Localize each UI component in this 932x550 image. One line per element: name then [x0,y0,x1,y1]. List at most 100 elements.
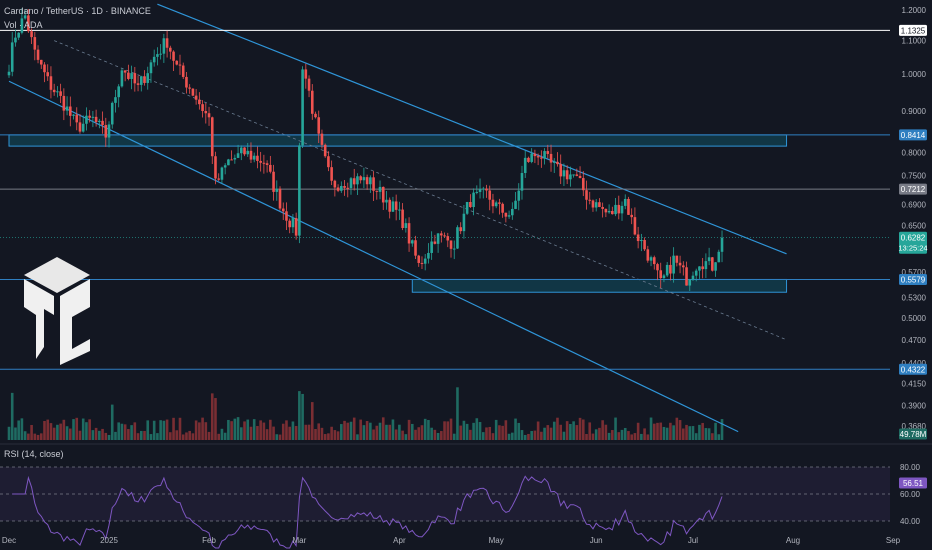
candle-body [327,156,330,168]
candle-body [346,187,350,189]
candle-body [533,153,537,157]
candle-body [117,86,120,98]
volume-bar [223,432,227,440]
candle-body [278,188,282,209]
volume-bar [640,433,643,440]
time-tick-label: Sep [886,536,901,545]
volume-bar [201,417,204,440]
volume-bar [372,429,375,440]
candle-body [110,102,114,125]
candle-body [178,64,182,66]
volume-bar [143,430,146,440]
candle-body [159,53,162,55]
time-tick-label: 2025 [100,536,118,545]
candle-body [443,235,446,237]
candle-body [30,31,33,38]
volume-bar [649,417,653,440]
candle-body [549,153,553,163]
volume-bar [65,426,69,440]
price-tick-label: 0.4150 [902,380,927,389]
candle-body [720,237,724,252]
candle-body [420,262,424,264]
candle-body [575,174,579,176]
brand-logo-icon [24,257,90,365]
candle-body [494,202,498,207]
volume-bar [459,425,462,440]
volume-bar [488,426,492,440]
candle-body [436,233,440,244]
volume-bar [217,433,221,440]
volume-bar [665,427,669,440]
candle-body [78,122,82,132]
volume-bar [362,425,366,440]
candle-body [540,157,543,159]
time-tick-label: Jun [590,536,603,545]
volume-bar [688,426,692,440]
volume-bar [543,427,546,440]
volume-bar [682,428,685,440]
volume-bar [588,422,592,440]
candle-body [536,156,540,158]
volume-bar [259,420,262,440]
candle-body [220,167,224,180]
candle-body [369,177,372,185]
volume-bar [294,426,298,440]
level-tag-1: 0.8414 [901,131,926,140]
candle-body [169,47,172,52]
candle-body [336,187,340,191]
candle-body [175,60,179,65]
candle-body [275,188,279,192]
volume-bar [636,422,640,440]
candle-body [678,262,682,266]
volume-bar [585,434,588,440]
volume-bar [427,420,430,440]
candle-body [633,217,637,235]
volume-bar [101,428,104,440]
volume-bar [123,424,127,440]
volume-bar [594,429,598,440]
volume-bar [452,433,456,440]
price-tick-label: 0.5000 [902,314,927,323]
candle-body [14,37,17,43]
candle-body [620,205,624,214]
volume-bar [10,392,14,440]
volume-bar [72,419,75,440]
volume-bar [165,419,169,440]
candle-body [59,91,62,96]
volume-bar [720,419,724,440]
volume-bar [678,420,682,440]
candle-body [475,191,479,193]
candle-body [417,255,421,263]
volume-bar [498,425,501,440]
volume-bar [669,422,672,440]
candle-body [243,147,246,155]
candle-body [498,202,501,204]
candle-body [75,114,79,123]
candle-body [249,150,253,160]
candle-body [523,157,527,174]
volume-bar [262,422,266,440]
candle-body [52,89,56,93]
candle-body [210,117,214,157]
volume-bar [214,398,217,440]
volume-bar [443,421,446,440]
volume-bar [423,418,427,440]
volume-bar [91,430,95,440]
candle-body [662,275,666,279]
volume-bar [601,420,604,440]
time-tick-label: Feb [202,536,216,545]
volume-bar [227,419,230,440]
volume-tag: 49.78M [900,430,927,439]
candle-body [578,175,582,179]
volume-bar [446,421,450,440]
candle-body [104,124,108,138]
candle-body [640,239,643,242]
volume-bar [275,434,279,440]
volume-bar [36,434,40,440]
volume-bar [714,422,717,440]
volume-bar [323,434,327,440]
candle-body [572,174,575,176]
volume-bar [336,431,340,440]
candle-body [314,113,317,118]
